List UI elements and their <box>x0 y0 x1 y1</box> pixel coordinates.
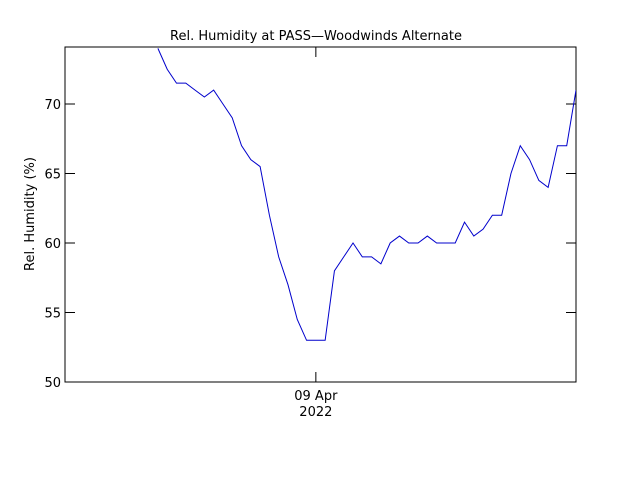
y-tick-label: 70 <box>44 98 61 113</box>
y-axis-label: Rel. Humidity (%) <box>23 157 38 271</box>
y-tick-label: 50 <box>44 376 61 391</box>
plot-frame <box>64 46 577 383</box>
data-line <box>157 48 576 341</box>
y-tick-label: 60 <box>44 237 61 252</box>
chart-title: Rel. Humidity at PASS—Woodwinds Alternat… <box>170 29 462 44</box>
y-tick-label: 55 <box>44 306 61 321</box>
y-tick-label: 65 <box>44 167 61 182</box>
x-tick-label: 09 Apr 2022 <box>294 389 338 420</box>
plot-area <box>157 48 576 341</box>
